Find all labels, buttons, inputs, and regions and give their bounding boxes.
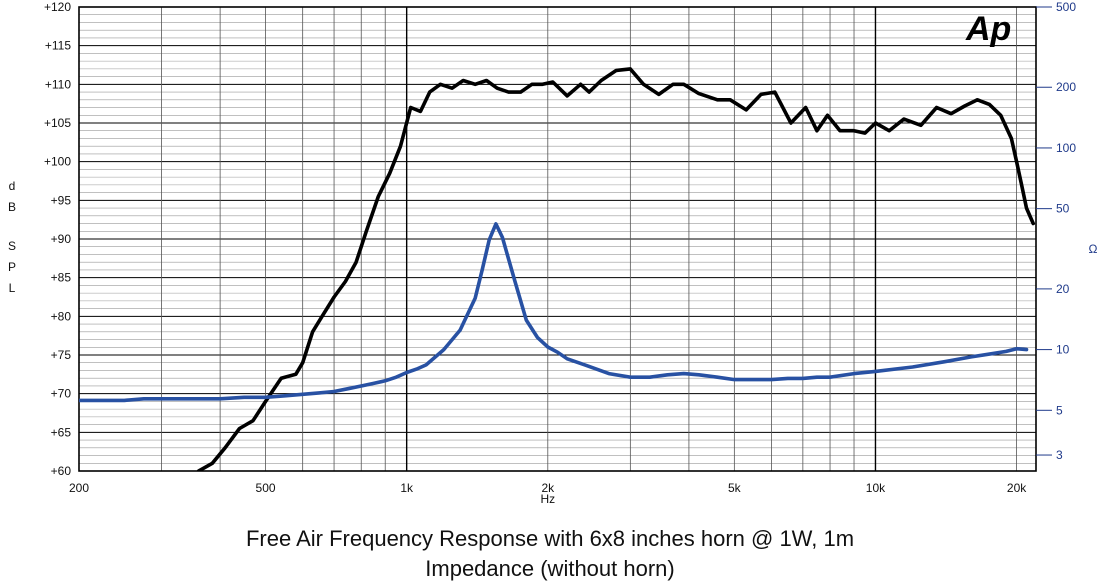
y-tick-label-right: 5 — [1056, 403, 1063, 417]
x-tick-label: 1k — [400, 481, 414, 495]
x-tick-label: 20k — [1007, 481, 1027, 495]
y-tick-label-left: +65 — [51, 425, 72, 439]
x-tick-label: 5k — [728, 481, 742, 495]
chart-subtitle: Impedance (without horn) — [425, 556, 675, 581]
y-tick-label-right: 100 — [1056, 141, 1076, 155]
y-tick-label-left: +95 — [51, 193, 72, 207]
y-tick-label-left: +105 — [44, 116, 71, 130]
frequency-response-chart: +60 +65 +70 +75 +80 +85 +90 +95 +100 +105 +110 +115… — [8, 0, 1098, 506]
x-tick-label: 2k — [541, 481, 555, 495]
y-axis-right-ticks: 3 5 10 20 50 100 200 500 — [1036, 0, 1076, 462]
y-tick-label-right: 20 — [1056, 282, 1070, 296]
series-lines — [79, 67, 1035, 471]
y-tick-label-left: +75 — [51, 348, 72, 362]
y-tick-label-left: +115 — [45, 39, 71, 53]
y-tick-label-right: 50 — [1056, 202, 1070, 216]
y-tick-label-right: 10 — [1056, 343, 1070, 357]
ap-logo-text: Ap — [965, 10, 1011, 48]
ap-logo: Ap — [965, 10, 1011, 48]
y-tick-label-left: +60 — [51, 464, 72, 478]
spl-line — [196, 67, 1035, 471]
y-tick-label-right: 500 — [1056, 0, 1076, 14]
y-axis-left-label-letter: P — [8, 260, 16, 274]
x-tick-label: 500 — [256, 481, 276, 495]
x-axis-ticks: 200 500 1k 2k 5k 10k 20k — [69, 481, 1027, 495]
y-axis-left-label-letter: S — [8, 239, 16, 253]
grid — [78, 6, 1037, 472]
y-tick-label-left: +85 — [51, 271, 72, 285]
chart-title: Free Air Frequency Response with 6x8 inc… — [245, 526, 855, 551]
y-axis-left-ticks: +60 +65 +70 +75 +80 +85 +90 +95 +100 +105 +110 +115… — [44, 0, 71, 478]
x-axis-label: Hz — [540, 492, 555, 506]
y-axis-left-label-letter: B — [8, 200, 16, 214]
plot-frame — [78, 6, 1037, 472]
y-tick-label-left: +90 — [51, 232, 72, 246]
y-axis-left-label: dB SPL — [8, 179, 16, 295]
y-axis-right-label: Ω — [1089, 242, 1098, 256]
y-axis-left-label-letter: d — [9, 179, 16, 193]
y-tick-label-left: +80 — [51, 309, 72, 323]
y-tick-label-right: 3 — [1056, 448, 1063, 462]
y-axis-left-label-letter: L — [9, 281, 16, 295]
y-tick-label-left: +100 — [44, 155, 71, 169]
impedance-line — [79, 222, 1029, 403]
y-tick-label-left: +70 — [51, 387, 72, 401]
x-tick-label: 10k — [866, 481, 886, 495]
y-tick-label-left: +110 — [45, 77, 71, 91]
y-tick-label-left: +120 — [44, 0, 71, 14]
x-tick-label: 200 — [69, 481, 89, 495]
y-tick-label-right: 200 — [1056, 80, 1076, 94]
